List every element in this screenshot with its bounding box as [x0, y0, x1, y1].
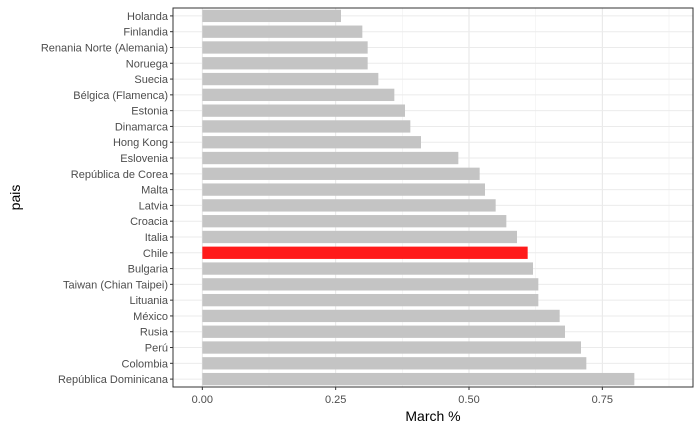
x-tick-label: 0.25 [325, 394, 346, 406]
y-tick-label: Hong Kong [113, 137, 168, 149]
bar-hong-kong [202, 136, 421, 149]
bar-bulgaria [202, 262, 534, 275]
y-tick-label: Colombia [122, 358, 169, 370]
y-tick-label: Perú [145, 343, 168, 355]
bar-rep-blica-de-corea [202, 167, 480, 180]
y-tick-label: Italia [145, 232, 169, 244]
bar-malta [202, 183, 486, 196]
x-tick-labels: 0.00 0.25 0.50 0.75 [192, 387, 613, 406]
bar-renania-norte-alemania [202, 41, 368, 54]
y-tick-label: Lituania [129, 295, 168, 307]
y-tick-label: República Dominicana [58, 374, 169, 386]
y-tick-labels: Holanda Finlandia Renania Norte (Alemania)… [41, 11, 173, 386]
y-tick-label: Suecia [134, 74, 169, 86]
bar-dinamarca [202, 120, 411, 133]
y-tick-label: Bulgaria [128, 264, 169, 276]
x-tick-label: 0.75 [592, 394, 613, 406]
bars [202, 9, 635, 386]
bar-suecia [202, 72, 379, 86]
y-tick-label: Renania Norte (Alemania) [41, 42, 168, 54]
y-tick-label: Latvia [139, 200, 169, 212]
y-tick-label: Taiwan (Chian Taipei) [63, 279, 168, 291]
bar-latvia [202, 199, 496, 212]
panel-border [172, 7, 694, 388]
bar-eslovenia [202, 151, 459, 165]
x-tick-label: 0.00 [192, 394, 213, 406]
y-tick-label: México [133, 311, 168, 323]
bar-croacia [202, 215, 507, 228]
y-tick-label: Rusia [140, 327, 169, 339]
bar-m-xico [202, 309, 560, 323]
bar-noruega [202, 57, 368, 70]
bar-colombia [202, 357, 587, 370]
x-axis-title: March % [405, 408, 460, 424]
y-axis-title: pais [7, 185, 23, 211]
y-tick-label: Chile [143, 248, 168, 260]
bar-finlandia [202, 25, 363, 38]
y-tick-label: Eslovenia [120, 153, 169, 165]
y-tick-label: Malta [141, 185, 169, 197]
y-tick-label: Dinamarca [115, 121, 169, 133]
bar-rep-blica-dominicana [202, 372, 635, 386]
x-tick-label: 0.50 [458, 394, 479, 406]
bar-lituania [202, 293, 539, 307]
bar-holanda [202, 9, 341, 23]
y-tick-label: Croacia [130, 216, 169, 228]
bar-estonia [202, 104, 405, 117]
y-tick-label: Estonia [131, 106, 169, 118]
bar-italia [202, 230, 518, 244]
bar-rusia [202, 325, 566, 338]
bar-b-lgica-flamenca [202, 88, 395, 102]
y-tick-label: Holanda [127, 11, 169, 23]
y-tick-label: Noruega [126, 58, 169, 70]
bar-per [202, 341, 582, 354]
panel-background [173, 8, 693, 387]
bar-chile [202, 246, 528, 259]
y-tick-label: República de Corea [71, 169, 169, 181]
y-tick-label: Bélgica (Flamenca) [73, 90, 168, 102]
y-tick-label: Finlandia [123, 27, 169, 39]
bar-taiwan-chian-taipei [202, 278, 539, 291]
